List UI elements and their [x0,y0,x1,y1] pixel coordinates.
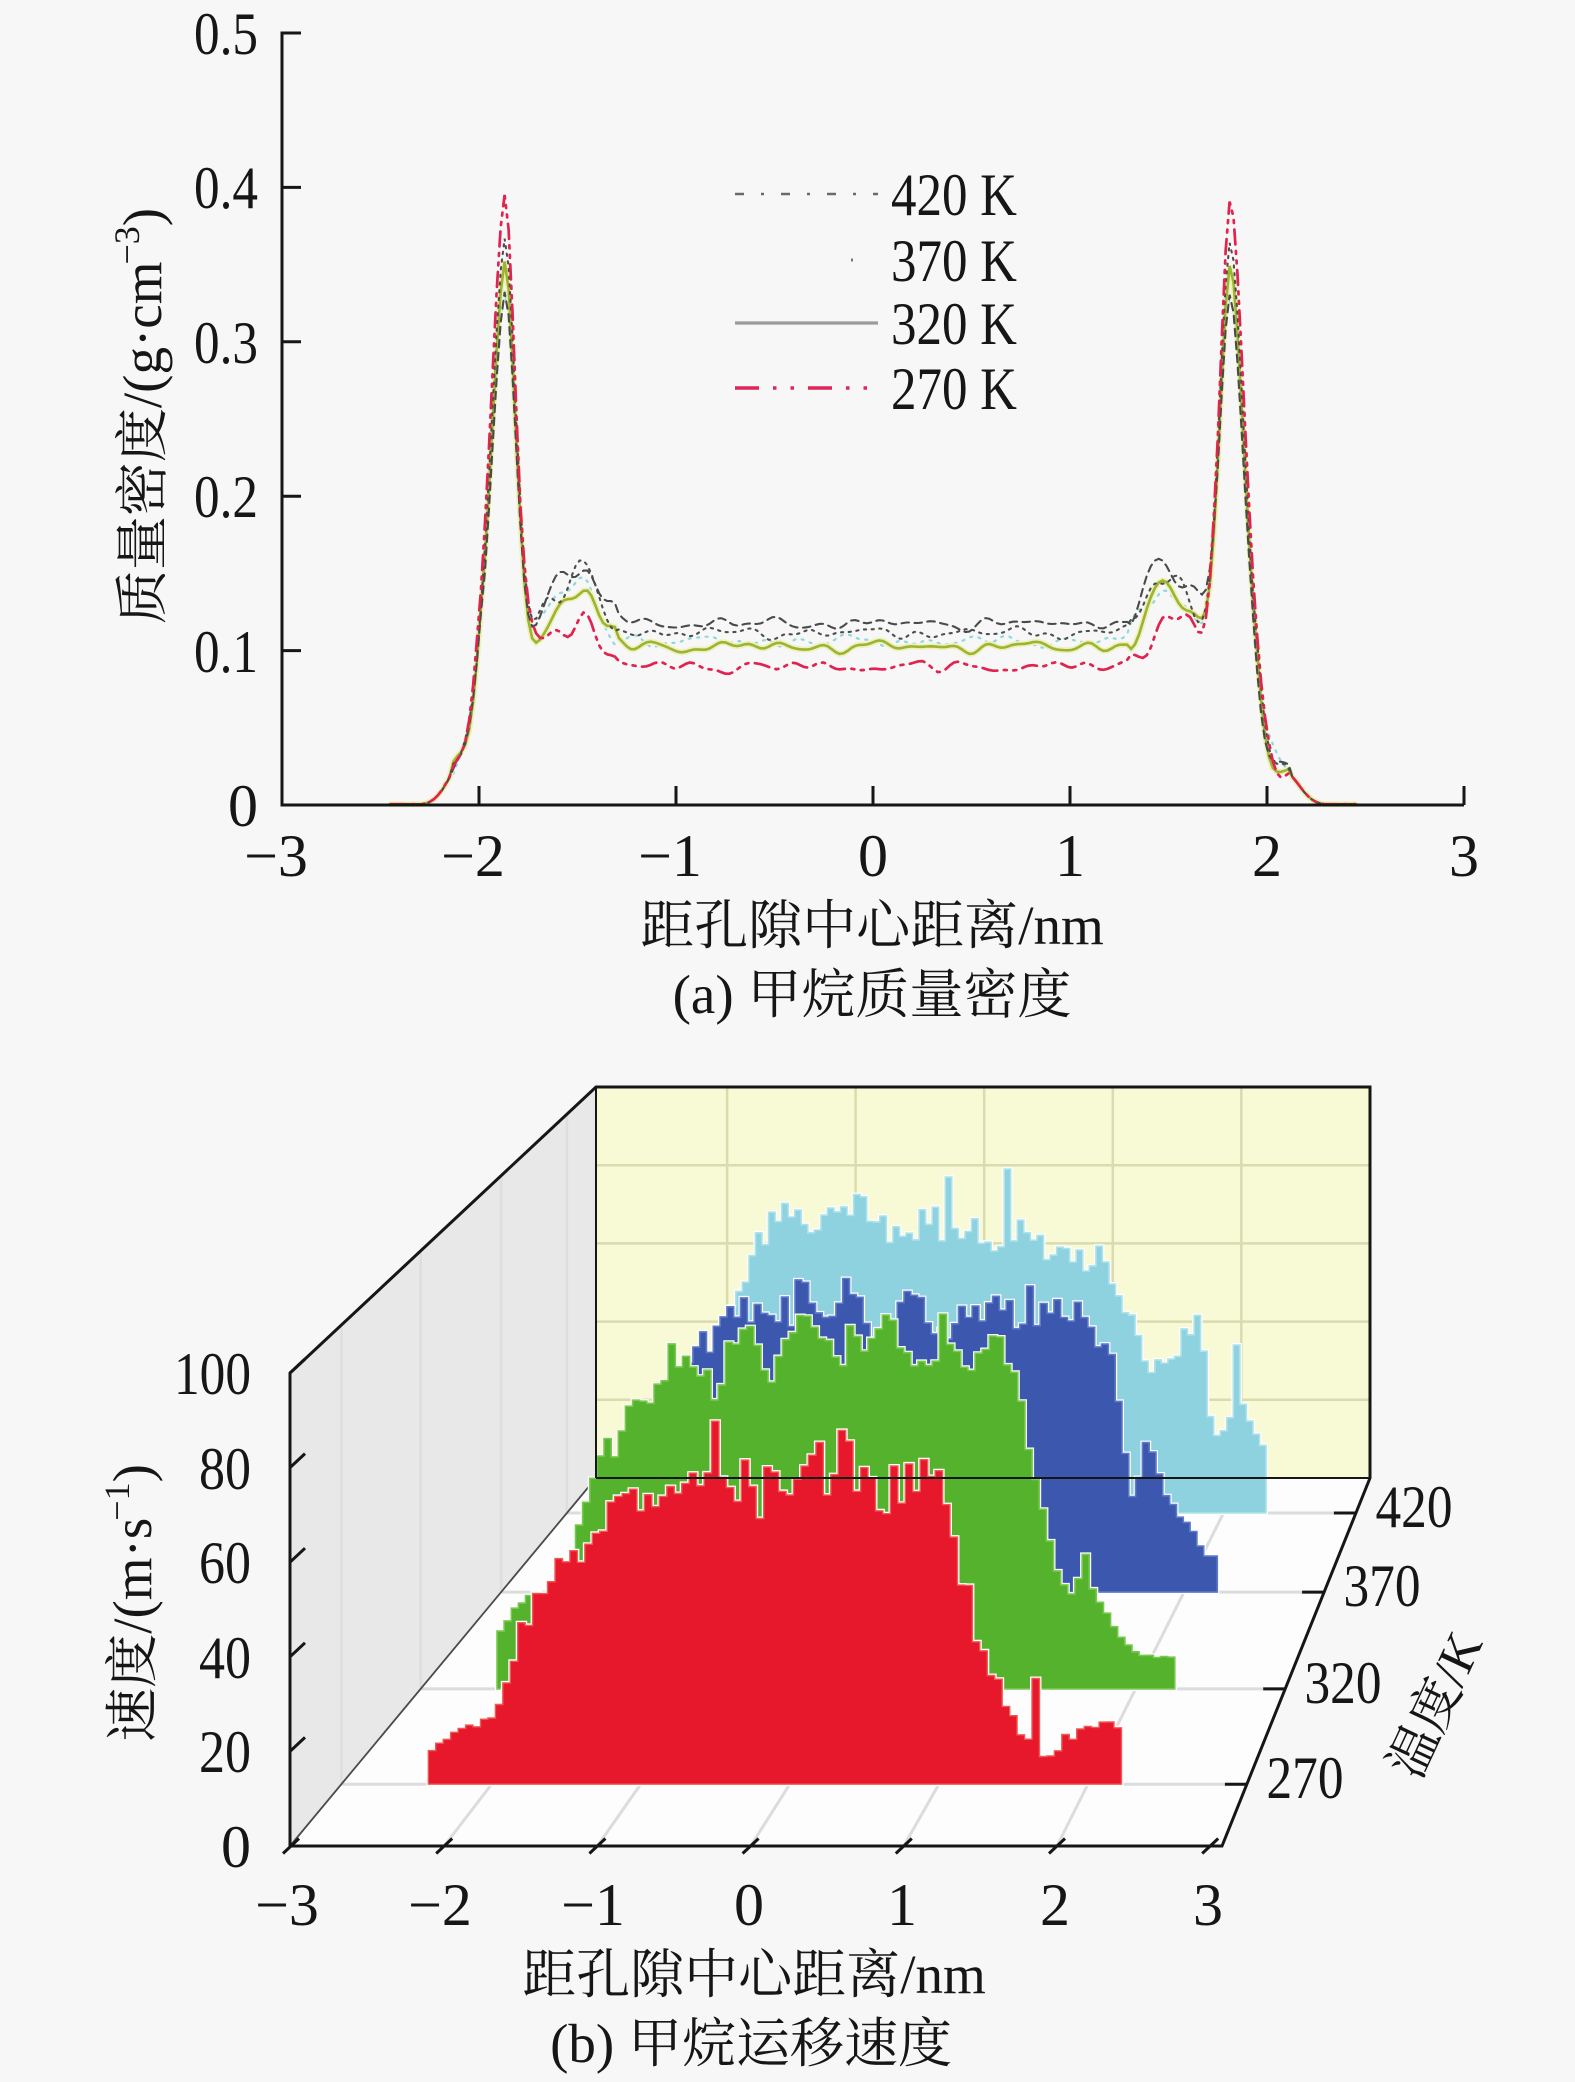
svg-text:20: 20 [199,1719,251,1785]
svg-text:60: 60 [199,1530,251,1596]
svg-text:420 K: 420 K [891,162,1017,228]
svg-text:3: 3 [1193,1872,1223,1938]
svg-text:0.5: 0.5 [194,1,258,67]
svg-text:1: 1 [1055,823,1085,889]
svg-text:(a): (a) [673,964,734,1025]
svg-text:0: 0 [228,773,258,839]
svg-text:(b): (b) [550,2013,614,2074]
svg-text:): ) [102,1464,163,1482]
svg-text:/(g·cm: /(g·cm [112,261,173,408]
svg-text:40: 40 [199,1625,251,1691]
svg-text:320 K: 320 K [891,291,1017,357]
svg-text:370: 370 [1344,1553,1421,1619]
svg-text:2: 2 [1252,823,1282,889]
svg-text:−3: −3 [255,1872,319,1938]
svg-text:370 K: 370 K [891,228,1017,294]
svg-text:): ) [112,208,173,226]
svg-text:2: 2 [1040,1872,1070,1938]
svg-text:80: 80 [199,1436,251,1502]
svg-text:/(m·s: /(m·s [102,1518,163,1634]
svg-text:0: 0 [221,1814,251,1880]
svg-text:0.4: 0.4 [194,155,258,221]
svg-text:100: 100 [174,1341,251,1407]
svg-text:−1: −1 [561,1872,625,1938]
svg-text:/nm: /nm [900,1944,986,2005]
svg-text:−1: −1 [97,1482,137,1520]
svg-text:420: 420 [1376,1474,1453,1540]
svg-text:−2: −2 [408,1872,472,1938]
svg-text:0.3: 0.3 [194,310,258,376]
svg-text:270: 270 [1267,1745,1344,1811]
svg-text:0.1: 0.1 [194,619,258,685]
svg-text:3: 3 [1449,823,1479,889]
svg-text:0: 0 [858,823,888,889]
svg-text:/nm: /nm [1018,895,1104,956]
svg-text:−3: −3 [244,823,308,889]
svg-text:270 K: 270 K [891,356,1017,422]
svg-text:−1: −1 [638,823,702,889]
svg-text:320: 320 [1305,1650,1382,1716]
svg-text:−2: −2 [441,823,505,889]
svg-text:0.2: 0.2 [194,464,258,530]
svg-text:−3: −3 [107,226,147,264]
svg-text:1: 1 [887,1872,917,1938]
svg-text:0: 0 [734,1872,764,1938]
